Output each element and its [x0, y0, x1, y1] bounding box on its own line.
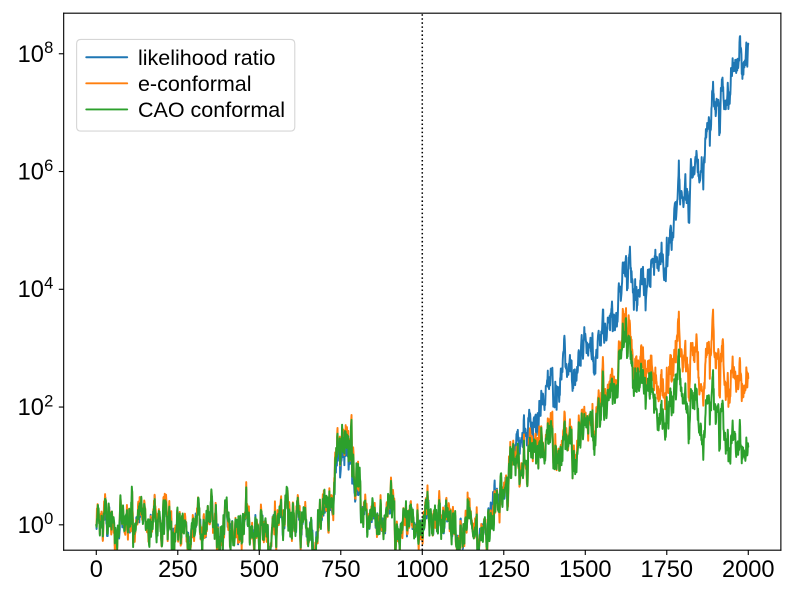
- svg-text:1000: 1000: [396, 557, 449, 583]
- svg-text:likelihood ratio: likelihood ratio: [138, 46, 276, 70]
- svg-text:1 0 6: 1 0 6: [18, 156, 54, 186]
- svg-text:e-conformal: e-conformal: [138, 72, 252, 96]
- svg-text:1 0 4: 1 0 4: [18, 273, 54, 303]
- svg-text:1 0 2: 1 0 2: [18, 391, 54, 421]
- svg-text:1250: 1250: [478, 557, 531, 583]
- svg-text:2000: 2000: [722, 557, 775, 583]
- svg-text:1500: 1500: [559, 557, 612, 583]
- svg-text:1 0 0: 1 0 0: [18, 509, 54, 539]
- svg-text:750: 750: [321, 557, 360, 583]
- svg-text:1 0 8: 1 0 8: [18, 38, 54, 68]
- svg-text:250: 250: [158, 557, 197, 583]
- svg-text:1750: 1750: [641, 557, 694, 583]
- svg-text:CAO conformal: CAO conformal: [138, 98, 285, 122]
- svg-text:500: 500: [240, 557, 279, 583]
- svg-text:0: 0: [90, 557, 103, 583]
